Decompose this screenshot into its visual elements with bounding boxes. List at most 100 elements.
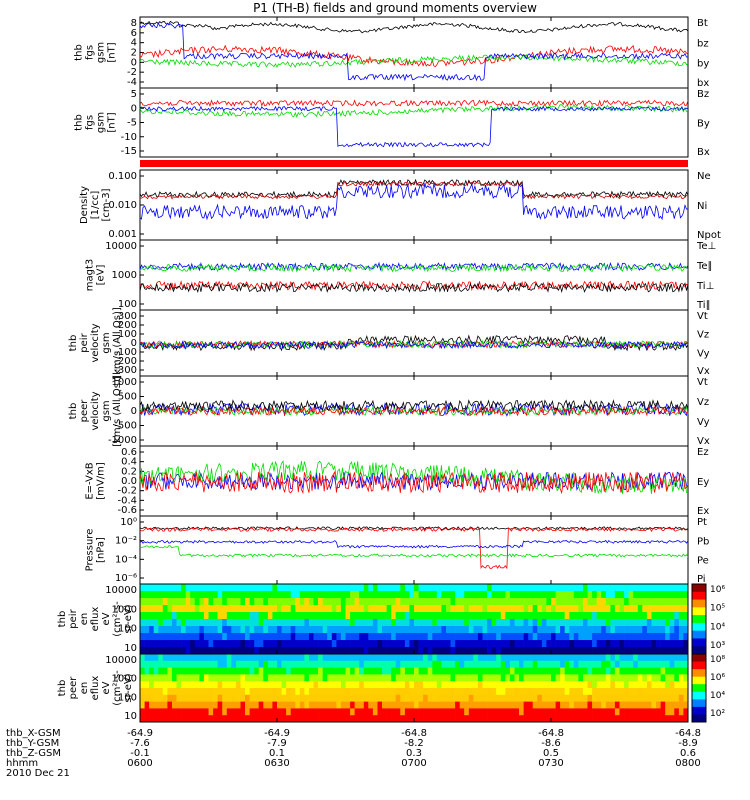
trace-Vx-peir — [139, 340, 689, 350]
spectrogram-cell — [140, 640, 145, 648]
spectrogram-cell — [505, 694, 511, 702]
spectrogram-cell — [331, 626, 337, 634]
spectrogram-cell — [509, 701, 515, 709]
spectrogram-cell — [144, 598, 150, 606]
y-tick-label: 0.100 — [108, 171, 137, 182]
spectrogram-cell — [678, 708, 684, 716]
spectrogram-cell — [382, 605, 387, 613]
spectrogram-cell — [633, 584, 639, 592]
red-flag-bar — [140, 160, 688, 167]
spectrogram-cell — [496, 584, 502, 592]
spectrogram-cell — [181, 660, 186, 668]
spectrogram-cell — [560, 660, 565, 668]
spectrogram-cell — [683, 619, 689, 627]
spectrogram-cell — [660, 715, 666, 723]
spectrogram-cell — [391, 640, 397, 648]
spectrogram-cell — [555, 619, 561, 627]
spectrogram-cell — [560, 626, 565, 634]
spectrogram-cell — [487, 598, 492, 606]
spectrogram-cell — [573, 633, 579, 641]
y-tick-label: 0 — [131, 406, 137, 417]
spectrogram-cell — [345, 633, 351, 641]
spectrogram-cell — [569, 688, 575, 696]
spectrogram-cell — [272, 688, 278, 696]
spectrogram-cell — [423, 584, 428, 592]
spectrogram-cell — [340, 633, 346, 641]
spectrogram-cell — [359, 647, 365, 655]
spectrogram-cell — [217, 715, 223, 723]
spectrogram-cell — [505, 612, 511, 620]
spectrogram-cell — [350, 584, 355, 592]
spectrogram-cell — [249, 654, 255, 662]
spectrogram-cell — [546, 654, 552, 662]
spectrogram-cell — [140, 701, 145, 709]
spectrogram-cell — [614, 619, 620, 627]
spectrogram-cell — [263, 667, 269, 675]
spectrogram-cell — [564, 667, 570, 675]
spectrogram-cell — [427, 674, 433, 682]
spectrogram-cell — [455, 591, 460, 599]
spectrogram-cell — [340, 612, 346, 620]
y-axis-label: velocity — [90, 391, 101, 430]
spectrogram-cell — [509, 688, 515, 696]
spectrogram-cell — [578, 667, 584, 675]
spectrogram-cell — [345, 598, 351, 606]
spectrogram-cell — [423, 701, 428, 709]
spectrogram-cell — [281, 654, 287, 662]
spectrogram-cell — [377, 688, 383, 696]
spectrogram-cell — [208, 633, 214, 641]
spectrogram-cell — [391, 715, 397, 723]
spectrogram-cell — [491, 708, 497, 716]
spectrogram-cell — [633, 667, 639, 675]
spectrogram-cell — [628, 674, 634, 682]
spectrogram-cell — [669, 688, 675, 696]
spectrogram-cell — [569, 598, 575, 606]
spectrogram-cell — [546, 626, 552, 634]
spectrogram-cell — [614, 681, 620, 689]
spectrogram-cell — [473, 688, 479, 696]
spectrogram-cell — [564, 688, 570, 696]
spectrogram-cell — [541, 584, 547, 592]
spectrogram-cell — [678, 605, 684, 613]
spectrogram-cell — [185, 591, 191, 599]
spectrogram-cell — [450, 654, 456, 662]
spectrogram-cell — [213, 715, 218, 723]
spectrogram-cell — [583, 708, 588, 716]
spectrogram-cell — [217, 640, 223, 648]
spectrogram-cell — [665, 715, 671, 723]
spectrogram-cell — [427, 591, 433, 599]
spectrogram-cell — [327, 688, 333, 696]
spectrogram-cell — [409, 715, 415, 723]
spectrogram-cell — [322, 633, 328, 641]
spectrogram-cell — [304, 694, 310, 702]
spectrogram-cell — [313, 591, 319, 599]
spectrogram-cell — [446, 598, 451, 606]
spectrogram-cell — [482, 701, 488, 709]
spectrogram-cell — [683, 598, 689, 606]
spectrogram-cell — [172, 681, 177, 689]
spectrogram-cell — [674, 605, 680, 613]
spectrogram-cell — [418, 681, 424, 689]
y-tick-label: 10⁻⁴ — [115, 554, 137, 565]
spectrogram-cell — [674, 694, 680, 702]
spectrogram-cell — [254, 598, 260, 606]
spectrogram-cell — [487, 605, 492, 613]
spectrogram-cell — [583, 688, 588, 696]
spectrogram-cell — [208, 654, 214, 662]
spectrogram-cell — [354, 694, 360, 702]
spectrogram-cell — [299, 633, 305, 641]
spectrogram-cell — [140, 584, 145, 592]
spectrogram-cell — [377, 694, 383, 702]
spectrogram-cell — [322, 660, 328, 668]
spectrogram-cell — [587, 605, 593, 613]
spectrogram-cell — [436, 688, 442, 696]
spectrogram-cell — [263, 647, 269, 655]
spectrogram-cell — [267, 584, 273, 592]
spectrogram-cell — [546, 688, 552, 696]
spectrogram-cell — [678, 626, 684, 634]
spectrogram-cell — [592, 633, 597, 641]
spectrogram-cell — [322, 688, 328, 696]
spectrogram-cell — [194, 584, 200, 592]
spectrogram-cell — [235, 674, 241, 682]
spectrogram-cell — [176, 619, 182, 627]
